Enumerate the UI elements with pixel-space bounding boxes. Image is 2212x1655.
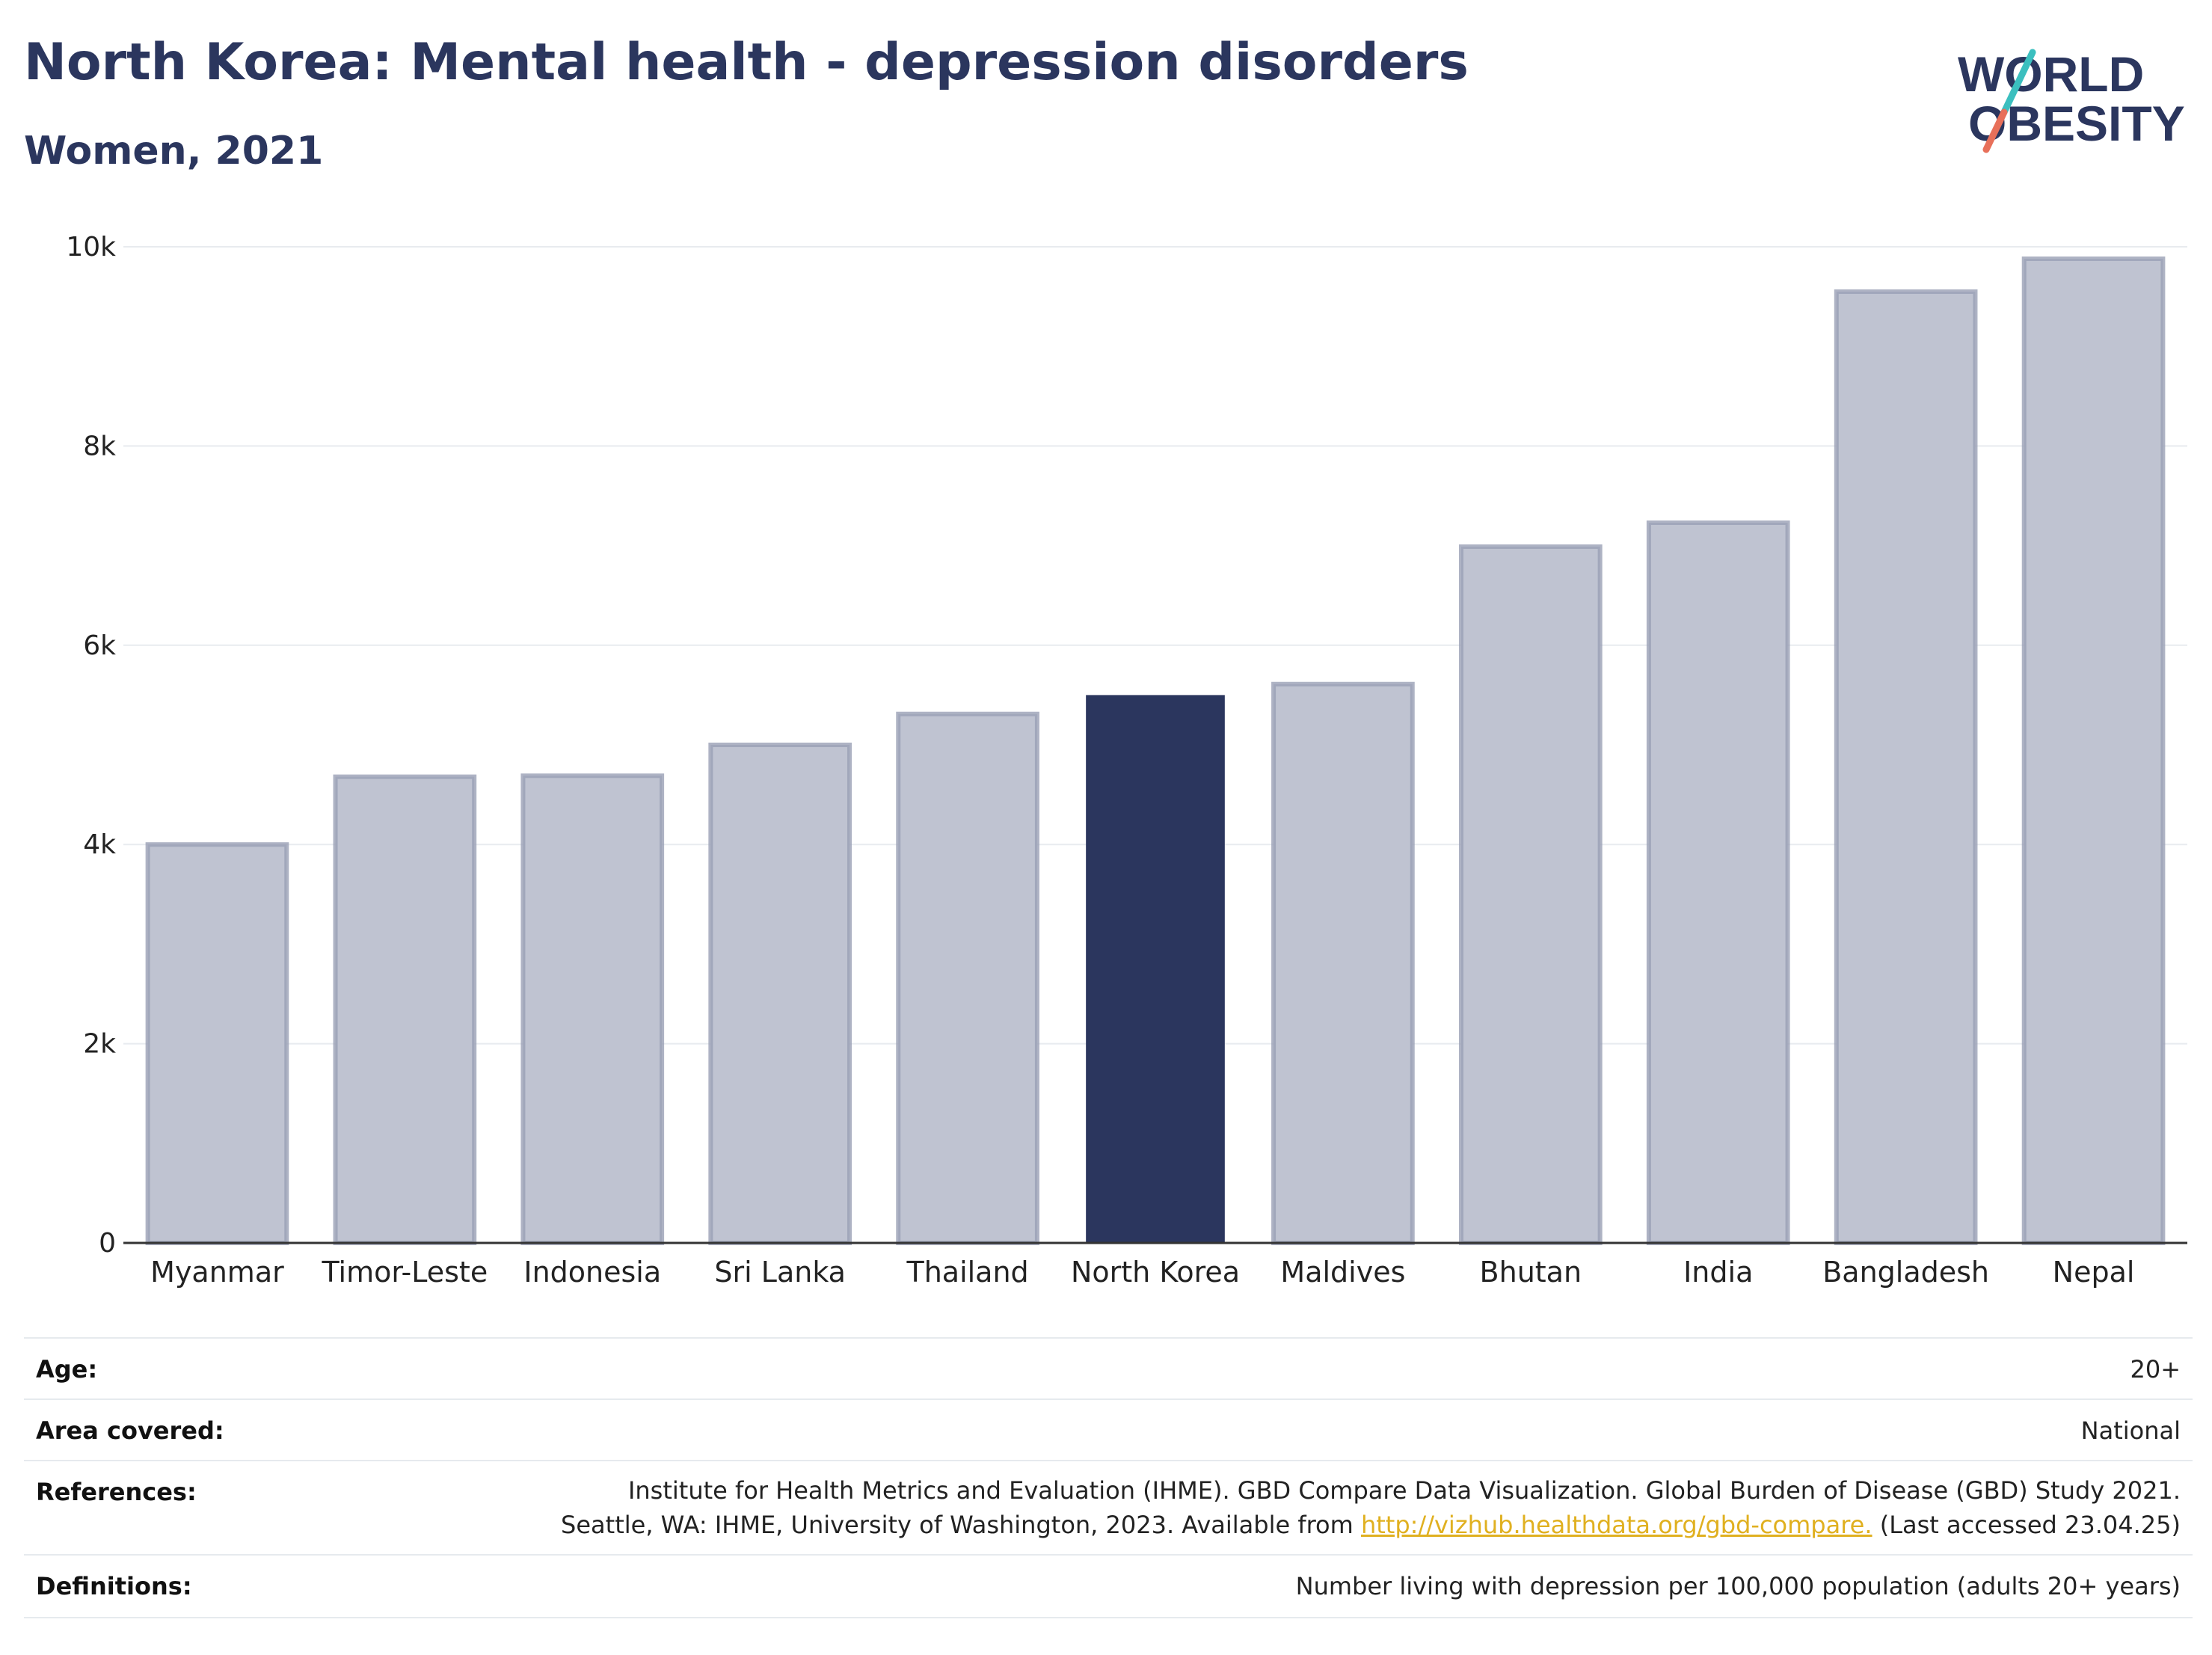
y-tick-label: 10k <box>66 232 116 262</box>
y-tick-label: 4k <box>83 829 116 860</box>
page-subtitle: Women, 2021 <box>24 129 324 174</box>
bar-chart: 0 2k 4k 6k 8k 10k Myanmar Timor-Leste Indonesia S… <box>66 232 2187 1289</box>
references-line2-pre: Seattle, WA: IHME, University of Washing… <box>561 1511 1361 1539</box>
logo-slash-bottom <box>1982 108 2008 153</box>
references-line2: Seattle, WA: IHME, University of Washing… <box>561 1508 2181 1542</box>
references-value: Institute for Health Metrics and Evaluat… <box>561 1473 2181 1542</box>
y-tick-label: 0 <box>99 1228 116 1259</box>
meta-row-area: Area covered: National <box>24 1398 2193 1461</box>
bar-indonesia <box>520 773 665 1245</box>
logo-line1: WORLD <box>1958 46 2144 102</box>
age-value: 20+ <box>2130 1355 2181 1384</box>
bar-nepal <box>2021 256 2166 1245</box>
area-label: Area covered: <box>36 1416 224 1445</box>
bar-thailand <box>896 711 1039 1245</box>
meta-row-definitions: Definitions: Number living with depressi… <box>24 1554 2193 1618</box>
references-link[interactable]: http://vizhub.healthdata.org/gbd-compare… <box>1360 1511 1872 1539</box>
bar-maldives <box>1271 681 1415 1245</box>
y-tick-label: 2k <box>83 1029 116 1060</box>
x-tick-label: Indonesia <box>523 1256 661 1289</box>
x-tick-label: Bhutan <box>1480 1256 1582 1289</box>
definitions-value: Number living with depression per 100,00… <box>1295 1572 2181 1600</box>
x-tick-label: Sri Lanka <box>714 1256 846 1289</box>
y-tick-label: 6k <box>83 630 116 661</box>
definitions-label: Definitions: <box>36 1572 192 1600</box>
x-tick-label: India <box>1683 1256 1753 1289</box>
y-tick-label: 8k <box>83 431 116 461</box>
bar-bhutan <box>1458 544 1603 1245</box>
meta-row-age: Age: 20+ <box>24 1337 2193 1400</box>
bar-myanmar <box>145 842 289 1245</box>
references-line1: Institute for Health Metrics and Evaluat… <box>627 1476 2181 1505</box>
x-tick-label: Timor-Leste <box>321 1256 488 1289</box>
x-tick-label: Thailand <box>906 1256 1028 1289</box>
age-label: Age: <box>36 1355 98 1384</box>
x-tick-label: Myanmar <box>150 1256 284 1289</box>
references-label: References: <box>36 1478 197 1506</box>
bar-north-korea <box>1086 695 1225 1243</box>
metadata-table: Age: 20+ Area covered: National Referenc… <box>24 1337 2193 1621</box>
bar-india <box>1646 520 1790 1245</box>
x-tick-label: Maldives <box>1280 1256 1405 1289</box>
bar-bangladesh <box>1834 289 1978 1246</box>
bar-timor-leste <box>333 774 477 1245</box>
meta-row-references: References: Institute for Health Metrics… <box>24 1460 2193 1556</box>
page-title: North Korea: Mental health - depression … <box>24 33 1469 92</box>
x-tick-label: North Korea <box>1071 1256 1240 1289</box>
world-obesity-logo: WORLD OBESITY <box>1958 46 2185 153</box>
x-tick-label: Nepal <box>2053 1256 2135 1289</box>
logo-slash-top <box>2000 49 2036 116</box>
references-line2-post: (Last accessed 23.04.25) <box>1872 1511 2181 1539</box>
bar-sri-lanka <box>708 743 852 1245</box>
x-tick-label: Bangladesh <box>1822 1256 1989 1289</box>
area-value: National <box>2080 1416 2181 1445</box>
